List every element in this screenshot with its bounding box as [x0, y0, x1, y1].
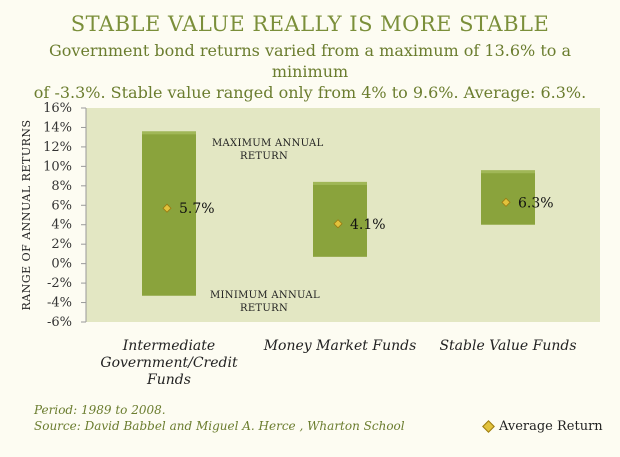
legend-label: Average Return	[499, 419, 603, 434]
min-annotation-line-2: RETURN	[240, 303, 288, 314]
y-tick-label: 0%	[51, 257, 72, 272]
footer-notes: Period: 1989 to 2008. Source: David Babb…	[34, 402, 405, 434]
y-axis-ticks: 16% 14% 12% 10% 8% 6% 4% 2% 0% -2% -4% -6%	[43, 101, 86, 330]
category-label-line: Money Market Funds	[263, 338, 417, 354]
subtitle-line-1: Government bond returns varied from a ma…	[49, 41, 571, 81]
min-annotation: MINIMUM ANNUAL RETURN	[210, 290, 320, 314]
chart-title: STABLE VALUE REALLY IS MORE STABLE	[70, 12, 550, 36]
average-label: 5.7%	[179, 201, 215, 217]
y-tick-label: 4%	[51, 218, 72, 233]
category-label: Intermediate Government/Credit Funds	[100, 338, 238, 388]
category-label-line: Funds	[146, 372, 191, 388]
category-label-line: Government/Credit	[100, 355, 238, 371]
category-label: Stable Value Funds	[439, 338, 576, 354]
range-bar	[481, 170, 535, 225]
subtitle-line-2: of -3.3%. Stable value ranged only from …	[33, 83, 587, 102]
average-label: 4.1%	[350, 217, 386, 233]
average-marker	[333, 219, 343, 229]
range-bar-highlight	[313, 181, 367, 185]
y-tick-label: 12%	[43, 140, 72, 155]
max-annotation-line-1: MAXIMUM ANNUAL	[212, 138, 324, 149]
y-axis-label: RANGE OF ANNUAL RETURNS	[20, 119, 33, 310]
range-bar	[142, 131, 196, 296]
range-bar-highlight	[481, 170, 535, 174]
category-label: Money Market Funds	[263, 338, 417, 354]
range-bar-highlight	[142, 131, 196, 135]
legend: Average Return	[482, 419, 603, 434]
y-tick-label: 10%	[43, 159, 72, 174]
min-annotation-line-1: MINIMUM ANNUAL	[210, 290, 320, 301]
average-diamond-icon	[482, 420, 495, 433]
chart-subtitle: Government bond returns varied from a ma…	[10, 40, 610, 103]
category-labels: Intermediate Government/Credit Funds Money …	[100, 338, 576, 388]
y-tick-label: -2%	[47, 276, 72, 291]
y-tick-label: 14%	[43, 120, 72, 135]
period-note: Period: 1989 to 2008.	[34, 403, 166, 417]
average-marker	[501, 197, 511, 207]
y-tick-label: -6%	[47, 315, 72, 330]
y-tick-label: 16%	[43, 101, 72, 116]
source-note: Source: David Babbel and Miguel A. Herce…	[34, 419, 405, 433]
y-tick-label: 8%	[51, 179, 72, 194]
y-tick-label: -4%	[47, 296, 72, 311]
max-annotation: MAXIMUM ANNUAL RETURN	[212, 138, 324, 162]
category-label-line: Stable Value Funds	[439, 338, 576, 354]
y-tick-label: 6%	[51, 198, 72, 213]
average-label: 6.3%	[518, 195, 554, 211]
average-marker	[162, 203, 172, 213]
range-bar	[313, 181, 367, 257]
y-tick-label: 2%	[51, 237, 72, 252]
category-label-line: Intermediate	[122, 338, 215, 354]
max-annotation-line-2: RETURN	[240, 151, 288, 162]
bars-group: 5.7% 4.1% 6.3%	[142, 131, 554, 296]
